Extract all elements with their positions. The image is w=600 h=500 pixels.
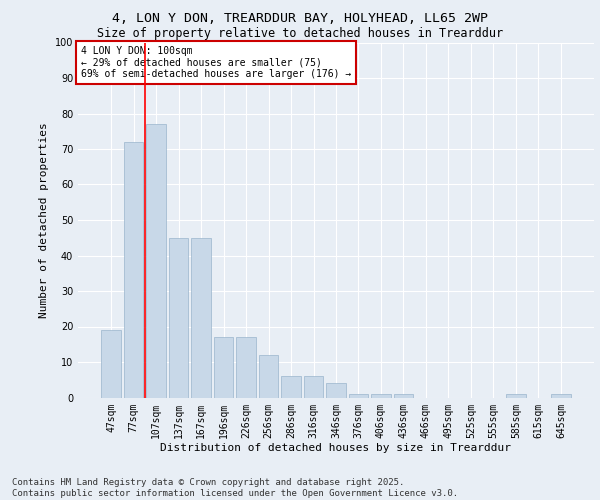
Text: 4, LON Y DON, TREARDDUR BAY, HOLYHEAD, LL65 2WP: 4, LON Y DON, TREARDDUR BAY, HOLYHEAD, L… — [112, 12, 488, 26]
Bar — [214, 337, 233, 398]
Text: 4 LON Y DON: 100sqm
← 29% of detached houses are smaller (75)
69% of semi-detach: 4 LON Y DON: 100sqm ← 29% of detached ho… — [80, 46, 351, 79]
Bar — [191, 238, 211, 398]
Text: Size of property relative to detached houses in Trearddur: Size of property relative to detached ho… — [97, 28, 503, 40]
Bar — [236, 337, 256, 398]
Bar — [146, 124, 166, 398]
Bar — [304, 376, 323, 398]
Bar — [371, 394, 391, 398]
Bar — [169, 238, 188, 398]
Bar — [506, 394, 526, 398]
Bar — [124, 142, 143, 398]
Bar — [551, 394, 571, 398]
Bar — [101, 330, 121, 398]
Y-axis label: Number of detached properties: Number of detached properties — [39, 122, 49, 318]
Text: Contains HM Land Registry data © Crown copyright and database right 2025.
Contai: Contains HM Land Registry data © Crown c… — [12, 478, 458, 498]
Bar — [326, 384, 346, 398]
Bar — [259, 355, 278, 398]
X-axis label: Distribution of detached houses by size in Trearddur: Distribution of detached houses by size … — [161, 443, 511, 453]
Bar — [349, 394, 368, 398]
Bar — [394, 394, 413, 398]
Bar — [281, 376, 301, 398]
